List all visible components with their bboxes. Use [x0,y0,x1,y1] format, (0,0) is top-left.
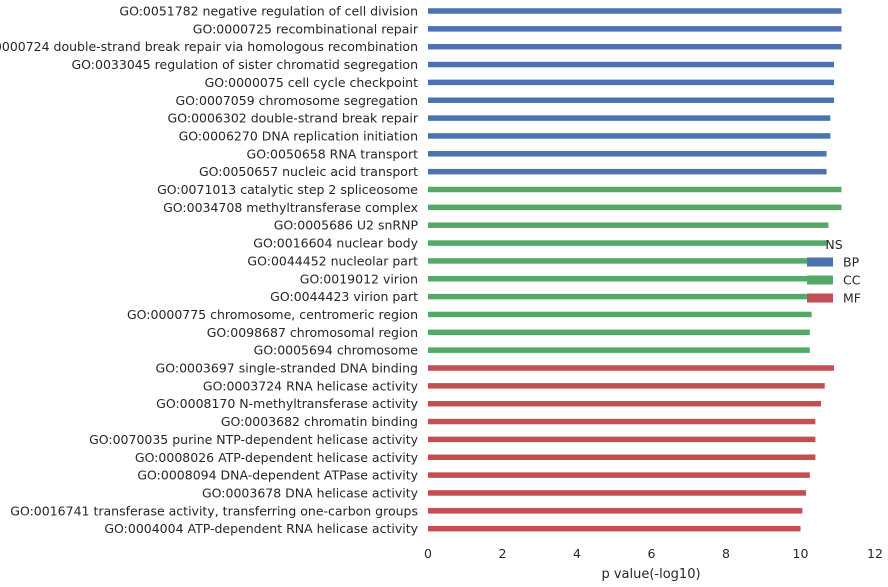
bar-cc-16 [428,293,820,300]
x-tick-label: 12 [867,546,883,561]
legend-swatch-bp [807,257,833,267]
bar-mf-28 [428,508,803,514]
category-label: GO:0098687 chromosomal region [207,325,418,340]
legend-title: NS [825,237,842,252]
category-label: GO:0071013 catalytic step 2 spliceosome [157,182,418,197]
bar-cc-17 [428,311,812,318]
category-label: GO:0033045 regulation of sister chromati… [71,57,418,72]
bar-cc-10 [428,186,842,193]
legend-swatch-mf [807,293,833,303]
legend-swatch-cc [807,275,833,285]
bar-mf-25 [428,454,816,460]
legend-label-mf: MF [843,291,861,306]
category-label: GO:0008170 N-methyltransferase activity [156,396,418,411]
bars-layer [428,8,842,532]
x-axis: 0 2 4 6 8 10 12 [424,546,883,561]
category-labels: GO:0051782 negative regulation of cell d… [0,4,419,537]
category-label: GO:0005686 U2 snRNP [274,218,419,233]
category-label: GO:0003724 RNA helicase activity [203,378,419,393]
bar-mf-24 [428,436,816,443]
bar-cc-13 [428,240,827,246]
category-label: GO:0000075 cell cycle checkpoint [205,75,418,90]
bar-bp-1 [428,26,842,32]
category-label: GO:0044452 nucleolar part [247,253,418,268]
bar-cc-14 [428,258,823,264]
category-label: GO:0016741 transferase activity, transfe… [10,503,418,518]
category-label: GO:0050657 nucleic acid transport [199,164,418,179]
category-label: GO:0000725 recombinational repair [193,21,419,36]
bar-bp-4 [428,79,835,86]
bar-bp-8 [428,151,827,157]
bar-bp-3 [428,61,835,68]
bar-mf-23 [428,418,816,425]
bar-mf-21 [428,383,825,389]
legend-label-bp: BP [843,255,860,270]
category-label: GO:0019012 virion [300,271,418,286]
bar-cc-11 [428,204,842,211]
bar-mf-29 [428,525,801,532]
category-label: GO:0051782 negative regulation of cell d… [119,4,418,19]
x-tick-label: 6 [648,546,656,561]
category-label: GO:0016604 nuclear body [253,236,418,251]
category-label: GO:0007059 chromosome segregation [175,93,418,108]
legend-label-cc: CC [843,273,861,288]
category-label: GO:0003682 chromatin binding [221,414,418,429]
category-label: GO:0000775 chromosome, centromeric regio… [127,307,418,322]
x-tick-label: 8 [722,546,730,561]
category-label: GO:0006302 double-strand break repair [168,111,419,126]
category-label: GO:0006270 DNA replication initiation [179,128,418,143]
x-tick-label: 10 [793,546,809,561]
bar-bp-5 [428,97,835,103]
category-label: GO:0070035 purine NTP-dependent helicase… [89,432,419,447]
bar-bp-2 [428,43,842,50]
x-axis-title: p value(-log10) [601,567,700,582]
x-tick-label: 0 [424,546,432,561]
x-tick-label: 4 [573,546,581,561]
bar-bp-7 [428,133,831,139]
category-label: GO:0003697 single-stranded DNA binding [156,361,418,376]
bar-cc-18 [428,329,810,336]
category-label: GO:0005694 chromosome [254,343,419,358]
bar-mf-20 [428,365,835,371]
bar-bp-0 [428,8,842,14]
bar-cc-19 [428,347,810,353]
category-label: GO:0044423 virion part [270,289,418,304]
category-label: GO:0034708 methyltransferase complex [163,200,418,215]
category-label: GO:0003678 DNA helicase activity [202,485,419,500]
x-tick-label: 2 [499,546,507,561]
bar-cc-15 [428,276,820,282]
category-label: GO:0004004 ATP-dependent RNA helicase ac… [104,521,418,536]
bar-mf-26 [428,472,810,478]
category-label: GO:0008026 ATP-dependent helicase activi… [135,450,419,465]
bar-cc-12 [428,222,829,228]
bar-mf-27 [428,490,807,496]
category-label: GO:0008094 DNA-dependent ATPase activity [137,468,418,483]
bar-bp-9 [428,168,827,175]
category-label: GO:0000724 double-strand break repair vi… [0,39,418,54]
category-label: GO:0050658 RNA transport [247,146,419,161]
bar-bp-6 [428,115,831,121]
bar-mf-22 [428,400,821,407]
